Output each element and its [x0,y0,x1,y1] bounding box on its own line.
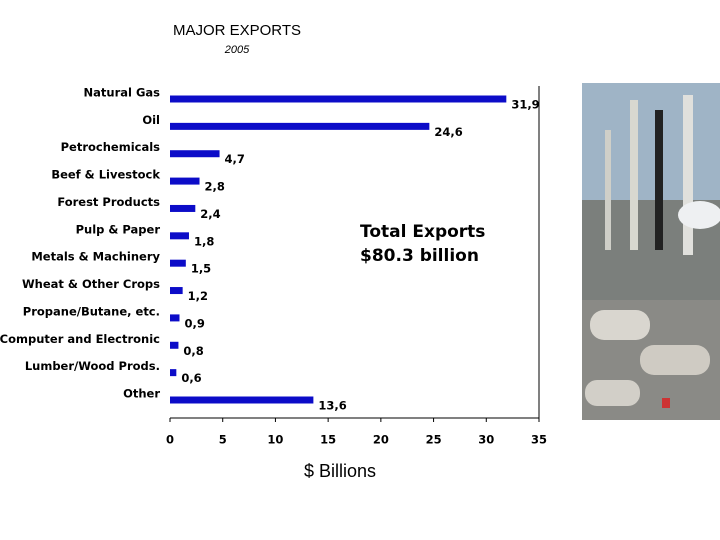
bar [170,287,183,295]
value-label: 4,7 [225,152,245,166]
value-label: 2,8 [205,180,225,194]
value-label: 31,9 [511,98,539,112]
refinery-photo [582,83,720,420]
bar [170,177,200,185]
x-axis-label: $ Billions [304,461,376,481]
x-tick-label: 0 [166,433,174,447]
bar [170,232,189,240]
value-label: 1,8 [194,234,214,248]
category-label: Pulp & Paper [76,222,161,236]
bar [170,314,180,322]
value-label: 24,6 [434,125,462,139]
x-tick-label: 25 [426,433,442,447]
category-label: Beef & Livestock [51,168,160,182]
chart-subtitle: 2005 [224,44,250,56]
value-label: 1,2 [188,289,208,303]
value-label: 0,9 [184,316,204,330]
x-tick-label: 35 [531,433,547,447]
category-label: Propane/Butane, etc. [23,304,160,318]
category-label: Wheat & Other Crops [22,277,160,291]
x-tick-label: 30 [478,433,494,447]
category-label: Petrochemicals [61,140,161,154]
bar [170,341,179,349]
bar [170,95,507,103]
bar [170,396,314,404]
value-label: 0,8 [183,344,203,358]
bar [170,369,177,377]
category-label: Lumber/Wood Prods. [25,359,160,373]
value-label: 2,4 [200,207,220,221]
x-tick-label: 5 [219,433,227,447]
chart-title: MAJOR EXPORTS [173,22,301,39]
category-label: Oil [142,113,160,127]
category-label: Other [123,387,160,401]
category-label: Metals & Machinery [31,250,160,264]
category-label: Natural Gas [84,86,161,100]
category-label: Forest Products [57,195,160,209]
x-tick-label: 20 [373,433,389,447]
bar [170,150,220,158]
annotation: Total Exports [360,222,485,242]
category-label: Computer and Electronic [0,332,160,346]
bar [170,122,430,130]
bar [170,204,196,212]
bar [170,259,186,267]
value-label: 1,5 [191,262,211,276]
x-tick-label: 15 [320,433,336,447]
value-label: 13,6 [318,399,346,413]
x-tick-label: 10 [267,433,283,447]
annotation: $80.3 billion [360,246,479,266]
value-label: 0,6 [181,371,201,385]
